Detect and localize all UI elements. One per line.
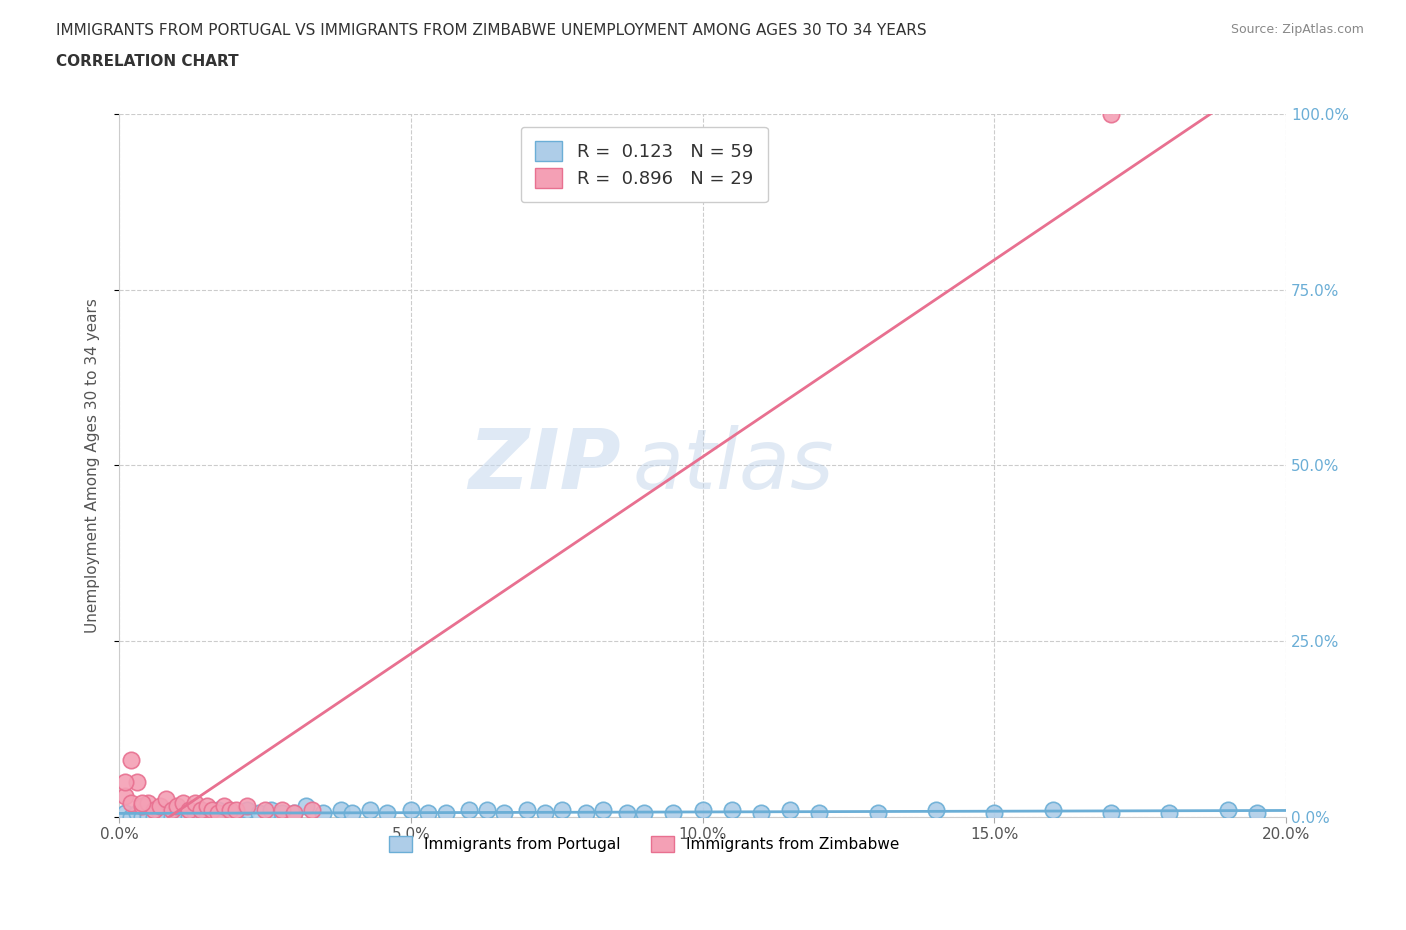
Point: [808, 805, 831, 820]
Point: [190, 803, 212, 817]
Point: [131, 799, 153, 814]
Point: [720, 803, 742, 817]
Point: [184, 805, 207, 820]
Point: [575, 805, 598, 820]
Text: atlas: atlas: [633, 425, 834, 506]
Point: [779, 803, 801, 817]
Point: [260, 803, 283, 817]
Point: [662, 805, 685, 820]
Point: [212, 799, 235, 814]
Point: [225, 803, 247, 817]
Point: [207, 803, 229, 817]
Point: [149, 805, 172, 820]
Point: [494, 805, 516, 820]
Point: [633, 805, 655, 820]
Point: [212, 809, 235, 824]
Point: [143, 809, 166, 824]
Point: [271, 805, 294, 820]
Point: [120, 795, 142, 810]
Point: [225, 809, 247, 824]
Point: [131, 795, 153, 810]
Point: [1246, 805, 1268, 820]
Point: [1099, 805, 1122, 820]
Point: [201, 803, 224, 817]
Point: [301, 803, 323, 817]
Point: [143, 803, 166, 817]
Point: [149, 799, 172, 814]
Point: [342, 805, 364, 820]
Point: [120, 809, 142, 824]
Point: [166, 803, 188, 817]
Point: [155, 809, 177, 824]
Point: [114, 805, 136, 820]
Point: [131, 809, 153, 824]
Point: [155, 791, 177, 806]
Point: [925, 803, 948, 817]
Text: Source: ZipAtlas.com: Source: ZipAtlas.com: [1230, 23, 1364, 36]
Point: [172, 795, 194, 810]
Point: [866, 805, 889, 820]
Text: ZIP: ZIP: [468, 425, 621, 506]
Point: [749, 805, 772, 820]
Point: [1042, 803, 1064, 817]
Point: [475, 803, 498, 817]
Point: [271, 803, 294, 817]
Point: [534, 805, 557, 820]
Point: [434, 805, 457, 820]
Point: [125, 774, 148, 789]
Point: [136, 809, 159, 824]
Point: [177, 803, 200, 817]
Point: [359, 803, 381, 817]
Point: [120, 753, 142, 768]
Point: [160, 809, 183, 824]
Point: [160, 803, 183, 817]
Point: [172, 805, 194, 820]
Point: [516, 803, 538, 817]
Point: [592, 803, 614, 817]
Point: [247, 805, 270, 820]
Point: [283, 805, 305, 820]
Y-axis label: Unemployment Among Ages 30 to 34 years: Unemployment Among Ages 30 to 34 years: [86, 298, 100, 632]
Point: [458, 803, 481, 817]
Point: [283, 805, 305, 820]
Point: [201, 805, 224, 820]
Point: [236, 799, 259, 814]
Point: [207, 805, 229, 820]
Legend: Immigrants from Portugal, Immigrants from Zimbabwe: Immigrants from Portugal, Immigrants fro…: [382, 830, 905, 858]
Point: [692, 803, 714, 817]
Point: [253, 803, 276, 817]
Text: CORRELATION CHART: CORRELATION CHART: [56, 54, 239, 69]
Point: [114, 774, 136, 789]
Point: [294, 799, 316, 814]
Point: [195, 809, 218, 824]
Point: [1216, 803, 1239, 817]
Point: [329, 803, 352, 817]
Point: [190, 803, 212, 817]
Point: [616, 805, 638, 820]
Point: [377, 805, 399, 820]
Point: [236, 803, 259, 817]
Point: [136, 795, 159, 810]
Point: [184, 795, 207, 810]
Point: [195, 799, 218, 814]
Point: [418, 805, 440, 820]
Point: [219, 805, 242, 820]
Point: [114, 789, 136, 804]
Point: [1099, 107, 1122, 122]
Point: [399, 803, 422, 817]
Point: [136, 805, 159, 820]
Point: [219, 803, 242, 817]
Point: [983, 805, 1005, 820]
Point: [312, 805, 335, 820]
Text: IMMIGRANTS FROM PORTUGAL VS IMMIGRANTS FROM ZIMBABWE UNEMPLOYMENT AMONG AGES 30 : IMMIGRANTS FROM PORTUGAL VS IMMIGRANTS F…: [56, 23, 927, 38]
Point: [166, 799, 188, 814]
Point: [125, 805, 148, 820]
Point: [551, 803, 574, 817]
Point: [177, 809, 200, 824]
Point: [1159, 805, 1181, 820]
